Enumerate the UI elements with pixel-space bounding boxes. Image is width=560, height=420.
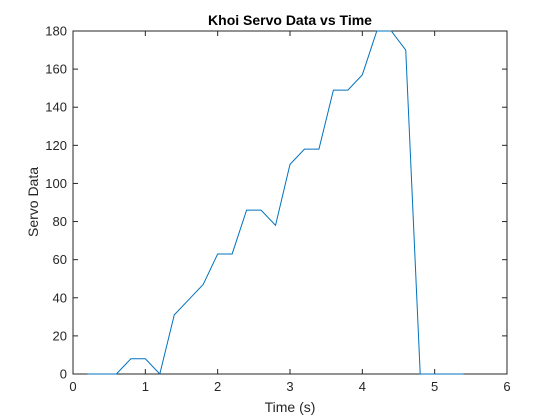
x-tick-label: 2 [214,379,221,394]
y-tick-label: 160 [45,62,67,77]
y-tick-label: 180 [45,24,67,39]
y-tick-label: 0 [60,367,67,382]
x-tick-label: 0 [69,379,76,394]
y-tick-label: 60 [53,252,67,267]
x-tick-label: 6 [503,379,510,394]
chart-title: Khoi Servo Data vs Time [208,12,372,28]
x-tick-label: 3 [286,379,293,394]
y-axis-label: Servo Data [25,167,41,237]
series-layer [87,30,464,376]
series-line [87,30,464,376]
x-tick-label: 4 [359,379,366,394]
y-tick-label: 120 [45,138,67,153]
y-tick-label: 80 [53,214,67,229]
y-tick-label: 100 [45,176,67,191]
plot-frame [72,30,508,375]
y-tick-label: 20 [53,328,67,343]
y-tick-label: 40 [53,290,67,305]
x-tick-label: 5 [431,379,438,394]
x-tick-label: 1 [142,379,149,394]
x-axis-label: Time (s) [265,399,316,415]
y-tick-label: 140 [45,100,67,115]
